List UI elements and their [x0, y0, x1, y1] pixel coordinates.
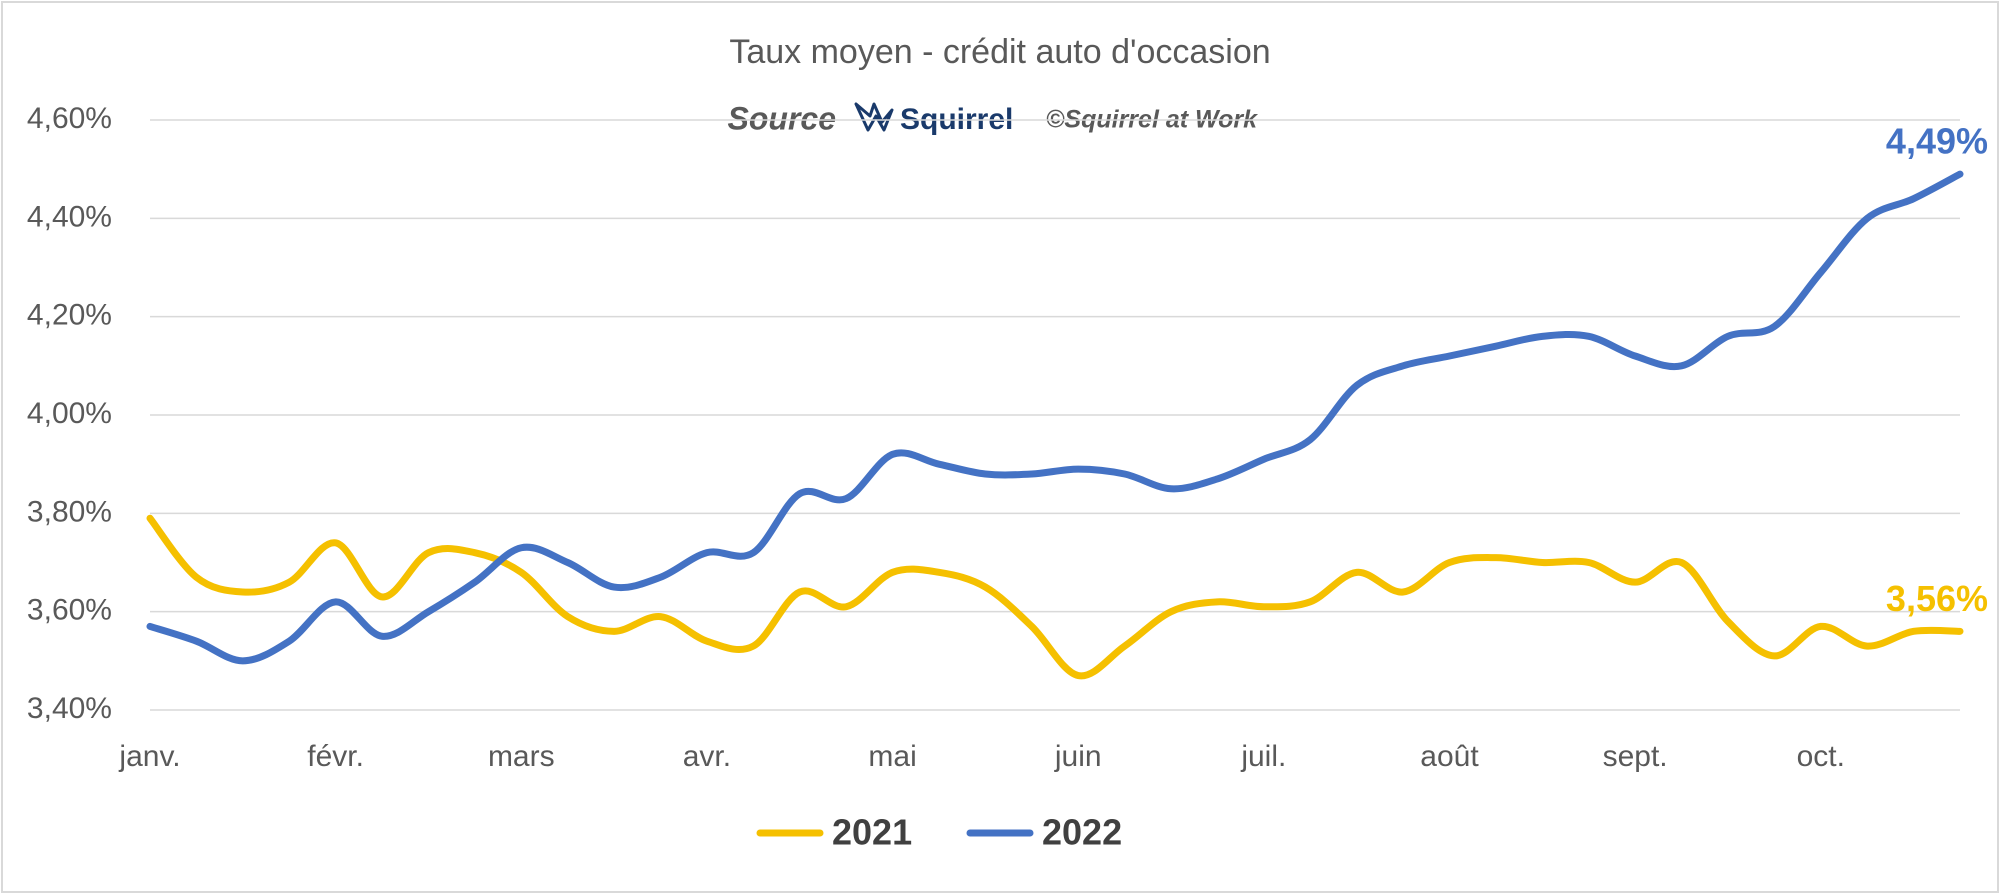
legend-label: 2021	[832, 812, 912, 853]
x-tick-label: juil.	[1240, 740, 1286, 773]
x-tick-label: août	[1420, 740, 1479, 773]
chart-title: Taux moyen - crédit auto d'occasion	[729, 33, 1270, 71]
y-tick-label: 4,60%	[27, 102, 112, 135]
line-series	[146, 514, 1964, 680]
x-tick-label: oct.	[1797, 740, 1845, 773]
legend: 2021 2022	[756, 812, 1122, 853]
y-tick-label: 4,40%	[27, 200, 112, 233]
y-tick-label: 3,80%	[27, 495, 112, 528]
logo-shape	[854, 102, 894, 132]
x-tick-label: janv.	[118, 740, 180, 773]
value-label: 3,56%	[1886, 578, 1988, 619]
x-tick-label: mars	[488, 740, 555, 773]
legend-label: 2022	[1042, 812, 1122, 853]
x-tick-label: mai	[868, 740, 916, 773]
value-label: 4,49%	[1886, 121, 1988, 162]
x-tick-label: sept.	[1603, 740, 1668, 773]
line-series	[146, 170, 1964, 665]
logo-icon	[854, 102, 894, 132]
y-tick-label: 4,20%	[27, 299, 112, 332]
x-tick-label: avr.	[683, 740, 731, 773]
y-tick-label: 3,60%	[27, 594, 112, 627]
y-tick-label: 3,40%	[27, 692, 112, 725]
x-tick-label: févr.	[307, 740, 364, 773]
subtitle: Source Squirrel ©Squirrel at Work	[728, 100, 1259, 136]
x-tick-label: juin	[1054, 740, 1102, 773]
source-label: Source	[728, 100, 836, 136]
y-tick-label: 4,00%	[27, 397, 112, 430]
